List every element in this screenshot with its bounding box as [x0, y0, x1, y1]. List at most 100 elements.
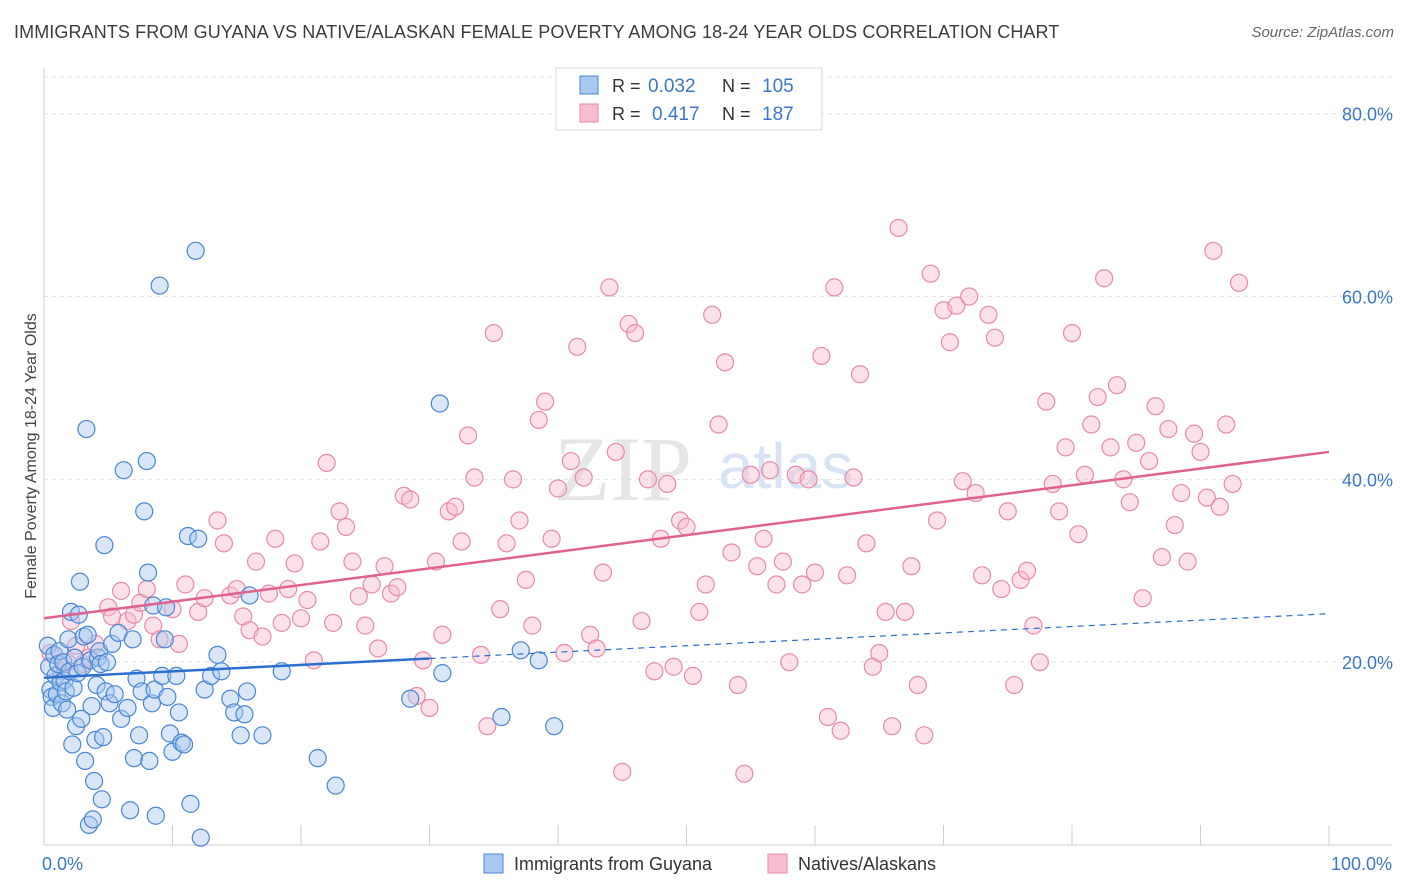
watermark-atlas: atlas — [718, 430, 853, 502]
natives-point-156 — [1069, 525, 1088, 544]
natives-point-100 — [709, 415, 728, 434]
legend-n-value-1: 105 — [762, 76, 794, 97]
guyana-point-86 — [208, 645, 227, 664]
natives-point-129 — [895, 602, 915, 622]
guyana-point-20 — [64, 678, 83, 697]
natives-point-119 — [831, 721, 850, 740]
guyana-point-60 — [135, 502, 154, 521]
legend-n-value-2: 187 — [762, 104, 794, 125]
natives-point-75 — [548, 479, 568, 498]
natives-point-28 — [246, 552, 266, 571]
natives-point-130 — [902, 557, 921, 576]
natives-point-167 — [1139, 451, 1159, 471]
watermark: ZIP atlas — [554, 418, 853, 520]
guyana-point-41 — [91, 654, 110, 674]
natives-point-57 — [433, 625, 452, 644]
natives-point-170 — [1159, 419, 1178, 439]
guyana-point-92 — [237, 682, 257, 701]
guyana-point-67 — [146, 806, 165, 825]
natives-point-108 — [760, 461, 780, 480]
natives-point-69 — [510, 511, 529, 530]
natives-point-77 — [561, 451, 580, 471]
guyana-point-56 — [124, 749, 144, 768]
natives-point-52 — [401, 490, 420, 509]
guyana-point-19 — [63, 735, 82, 754]
guyana-point-48 — [103, 634, 122, 653]
chart-title: IMMIGRANTS FROM GUYANA VS NATIVE/ALASKAN… — [14, 22, 1060, 42]
natives-point-160 — [1095, 269, 1114, 288]
legend-swatch-pink — [579, 103, 599, 123]
natives-point-169 — [1152, 547, 1172, 567]
guyana-point-34 — [82, 696, 101, 716]
natives-point-143 — [985, 328, 1005, 347]
natives-point-41 — [330, 502, 349, 521]
natives-point-145 — [998, 502, 1017, 521]
natives-point-64 — [478, 717, 497, 736]
natives-point-31 — [266, 529, 285, 548]
guyana-point-25 — [70, 572, 90, 591]
natives-point-110 — [773, 552, 792, 571]
natives-point-114 — [799, 470, 818, 489]
guyana-point-21 — [65, 648, 84, 667]
natives-point-174 — [1184, 424, 1204, 443]
natives-point-172 — [1172, 483, 1191, 503]
guyana-point-58 — [129, 726, 149, 745]
natives-point-136 — [940, 333, 960, 352]
natives-point-166 — [1133, 589, 1152, 608]
natives-point-133 — [921, 264, 940, 283]
natives-point-106 — [748, 557, 767, 576]
guyana-point-38 — [87, 675, 106, 695]
natives-point-137 — [947, 296, 966, 315]
natives-point-117 — [818, 707, 837, 727]
natives-point-32 — [272, 613, 291, 632]
guyana-point-99 — [430, 394, 449, 413]
natives-point-138 — [953, 472, 972, 491]
series-legend-label-pink: Natives/Alaskans — [798, 854, 936, 874]
natives-point-92 — [658, 474, 677, 494]
guyana-point-88 — [221, 689, 240, 708]
natives-point-70 — [516, 570, 535, 590]
natives-point-50 — [388, 578, 407, 597]
y-tick-label-20: 20.0% — [1342, 653, 1393, 673]
natives-point-79 — [574, 468, 593, 487]
series-legend-label-blue: Immigrants from Guyana — [514, 854, 713, 874]
natives-point-14 — [137, 579, 156, 599]
natives-point-86 — [619, 314, 638, 334]
x-tick-label-max: 100.0% — [1331, 854, 1392, 874]
guyana-point-42 — [92, 790, 111, 809]
natives-point-141 — [972, 566, 992, 585]
y-tick-label-80: 80.0% — [1342, 105, 1393, 125]
natives-point-147 — [1011, 570, 1030, 590]
natives-point-102 — [722, 543, 741, 562]
natives-point-165 — [1127, 433, 1146, 452]
natives-point-153 — [1050, 502, 1069, 521]
natives-point-161 — [1101, 438, 1120, 457]
natives-point-68 — [503, 470, 523, 489]
natives-point-139 — [960, 287, 979, 306]
natives-point-115 — [805, 563, 825, 582]
natives-point-152 — [1043, 474, 1062, 494]
guyana-point-51 — [111, 709, 131, 728]
guyana-point-85 — [201, 666, 221, 685]
natives-point-120 — [838, 566, 857, 585]
gridlines — [44, 76, 1392, 663]
natives-point-84 — [606, 442, 625, 462]
source-label: Source: ZipAtlas.com — [1251, 24, 1394, 41]
guyana-point-4 — [43, 698, 63, 717]
series-legend-swatch-pink — [767, 853, 788, 874]
natives-point-71 — [523, 616, 542, 635]
natives-point-131 — [908, 675, 927, 695]
natives-point-103 — [728, 675, 748, 695]
guyana-point-16 — [59, 630, 78, 649]
y-tick-labels: 20.0% 40.0% 60.0% 80.0% — [1342, 105, 1393, 673]
natives-point-99 — [703, 305, 722, 324]
natives-point-35 — [291, 609, 311, 628]
natives-point-46 — [362, 575, 381, 594]
natives-point-42 — [336, 517, 356, 536]
natives-point-105 — [741, 465, 760, 484]
guyana-point-103 — [529, 651, 548, 670]
guyana-point-82 — [189, 529, 208, 548]
guyana-point-64 — [142, 694, 162, 713]
natives-point-29 — [253, 627, 272, 646]
